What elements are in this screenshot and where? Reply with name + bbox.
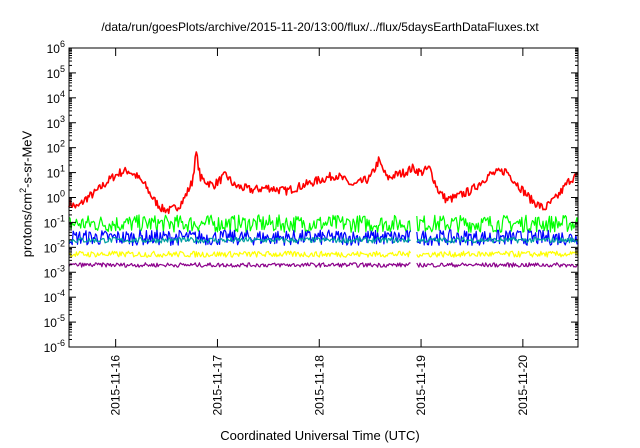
x-axis-label: Coordinated Universal Time (UTC) (220, 428, 420, 443)
y-tick-label: 106 (47, 39, 65, 56)
y-tick-exponent: -6 (57, 338, 65, 348)
series-line-0 (68, 151, 579, 215)
y-tick-exponent: -5 (57, 313, 65, 323)
x-tick-label: 2015-11-19 (414, 355, 428, 416)
y-tick-exponent: 1 (60, 164, 65, 174)
x-tick-label: 2015-11-16 (109, 355, 123, 416)
y-tick-label: 101 (47, 164, 65, 181)
plot-frame (68, 47, 579, 348)
y-tick-label: 103 (47, 114, 65, 131)
y-tick-label: 10-1 (44, 213, 65, 230)
x-tick-label: 2015-11-20 (516, 355, 530, 416)
y-tick-exponent: 0 (60, 189, 65, 199)
axis-layer: 10-610-510-410-310-210-11001011021031041… (44, 39, 579, 416)
y-tick-label: 10-4 (44, 288, 65, 305)
y-tick-label: 10-5 (44, 313, 65, 330)
y-tick-label: 10-2 (44, 238, 65, 255)
y-tick-exponent: -2 (57, 238, 65, 248)
y-tick-label: 10-6 (44, 338, 65, 355)
y-tick-exponent: 6 (60, 39, 65, 49)
y-tick-exponent: -4 (57, 288, 65, 298)
y-tick-label: 10-3 (44, 263, 65, 280)
series-line-3 (68, 236, 579, 244)
x-tick-label: 2015-11-17 (210, 355, 224, 416)
y-tick-label: 102 (47, 139, 65, 156)
y-tick-exponent: 2 (60, 139, 65, 149)
y-tick-exponent: 4 (60, 89, 65, 99)
y-tick-exponent: 5 (60, 64, 65, 74)
series-line-2 (68, 229, 579, 246)
y-tick-exponent: 3 (60, 114, 65, 124)
chart-title: /data/run/goesPlots/archive/2015-11-20/1… (101, 20, 539, 34)
y-tick-label: 100 (47, 189, 65, 206)
series-layer (68, 151, 579, 268)
series-line-1 (68, 214, 579, 233)
x-tick-label: 2015-11-18 (312, 355, 326, 416)
y-tick-exponent: -3 (57, 263, 65, 273)
series-line-4 (68, 250, 579, 258)
series-line-5 (68, 262, 579, 268)
y-tick-exponent: -1 (57, 213, 65, 223)
y-tick-label: 105 (47, 64, 65, 81)
y-tick-label: 104 (47, 89, 65, 106)
